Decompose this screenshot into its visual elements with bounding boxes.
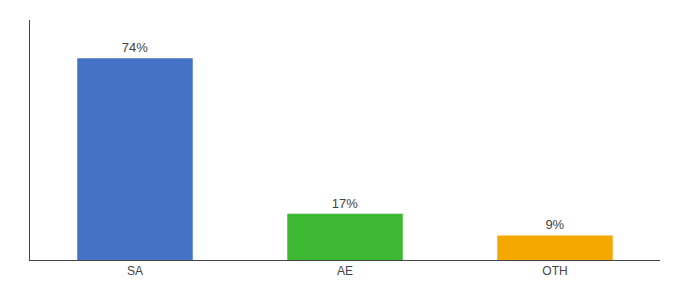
svg-text:17%: 17% [332,196,358,211]
svg-text:OTH: OTH [542,264,567,278]
svg-text:74%: 74% [122,40,148,55]
svg-text:SA: SA [127,264,143,278]
svg-text:AE: AE [337,264,353,278]
svg-text:9%: 9% [545,217,564,232]
